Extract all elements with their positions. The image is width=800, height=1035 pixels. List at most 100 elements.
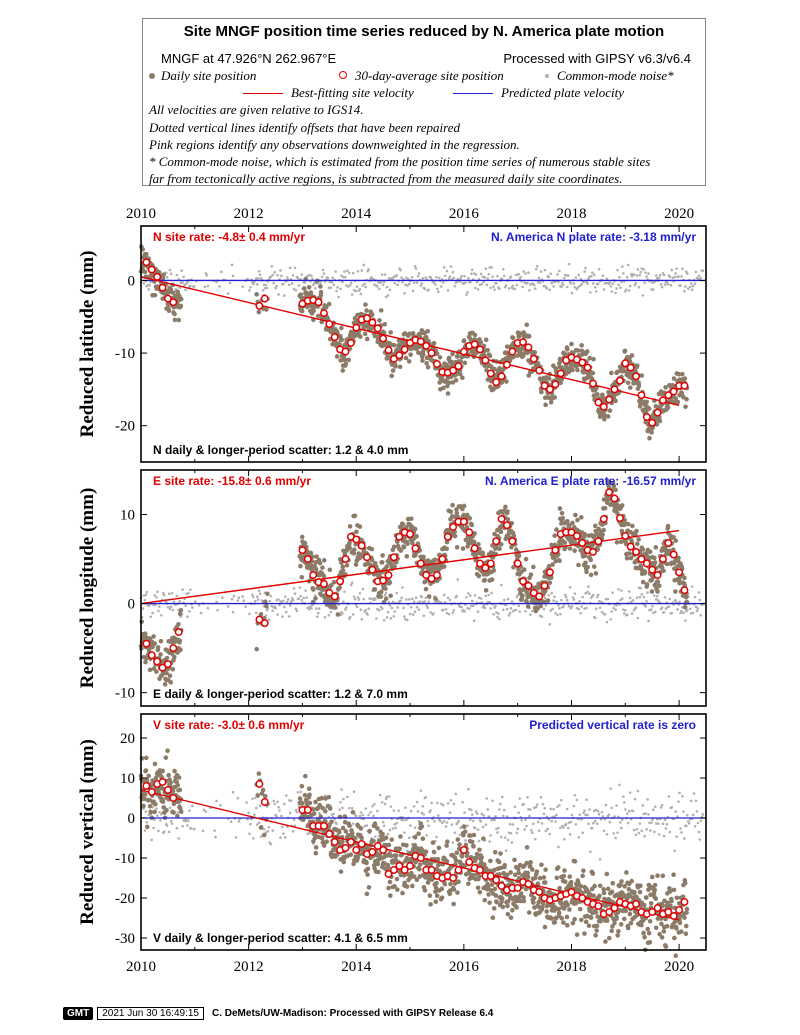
noise-point	[413, 265, 417, 268]
daily-point	[265, 591, 270, 597]
daily-point	[640, 579, 646, 585]
noise-point	[564, 822, 568, 826]
noise-point	[493, 288, 496, 291]
noise-point	[446, 802, 450, 805]
noise-point	[311, 277, 314, 281]
noise-point	[205, 273, 209, 277]
avg-point	[255, 301, 264, 310]
noise-point	[577, 607, 581, 611]
daily-point	[142, 631, 148, 637]
noise-point	[560, 285, 563, 289]
avg-point	[632, 547, 640, 556]
avg-point	[443, 532, 452, 541]
avg-point	[648, 418, 657, 427]
noise-point	[469, 818, 472, 822]
noise-point	[623, 608, 627, 612]
noise-point	[537, 829, 541, 832]
noise-point	[285, 276, 289, 279]
noise-point	[580, 282, 583, 286]
noise-point	[501, 814, 505, 818]
daily-point	[454, 850, 460, 856]
noise-point	[506, 838, 510, 842]
noise-point	[408, 612, 412, 616]
avg-point	[626, 542, 635, 551]
noise-point	[452, 608, 456, 612]
daily-point	[613, 487, 618, 493]
daily-point	[162, 682, 168, 687]
noise-point	[287, 615, 291, 618]
noise-point	[395, 274, 399, 277]
daily-point	[445, 839, 450, 844]
daily-point	[363, 302, 368, 307]
noise-point	[694, 799, 698, 803]
noise-point	[437, 814, 440, 817]
noise-point	[646, 591, 649, 594]
daily-point	[327, 806, 333, 811]
noise-point	[151, 611, 154, 615]
daily-point	[582, 553, 588, 559]
daily-point	[622, 348, 628, 354]
avg-point	[578, 539, 587, 547]
noise-point	[642, 268, 645, 271]
avg-point	[153, 272, 162, 281]
noise-point	[380, 800, 384, 804]
noise-point	[484, 823, 488, 826]
noise-point	[534, 805, 538, 809]
noise-point	[511, 823, 515, 826]
noise-point	[236, 599, 240, 602]
daily-point	[467, 515, 473, 521]
noise-point	[181, 281, 184, 284]
daily-point	[307, 800, 313, 806]
noise-point	[310, 606, 313, 610]
noise-point	[621, 818, 624, 821]
daily-point	[387, 580, 393, 585]
daily-point	[390, 368, 396, 373]
daily-point	[164, 807, 169, 813]
noise-point	[189, 284, 192, 288]
noise-point	[644, 271, 647, 275]
noise-point	[406, 284, 409, 287]
noise-marker	[545, 74, 549, 78]
daily-point	[614, 540, 620, 545]
noise-point	[617, 587, 620, 591]
daily-point	[299, 534, 305, 540]
noise-point	[424, 795, 428, 799]
noise-point	[388, 604, 392, 607]
daily-point	[340, 839, 345, 844]
daily-point	[576, 562, 581, 568]
noise-point	[365, 824, 368, 827]
noise-point	[601, 815, 605, 818]
daily-point	[170, 290, 176, 295]
avg-point	[314, 298, 323, 307]
noise-point	[405, 598, 408, 601]
noise-point	[621, 265, 624, 268]
noise-point	[377, 287, 381, 291]
avg-point	[454, 362, 463, 371]
noise-point	[547, 275, 551, 279]
noise-point	[426, 819, 429, 823]
noise-point	[284, 610, 288, 614]
noise-point	[487, 815, 491, 818]
noise-point	[593, 819, 597, 823]
noise-point	[600, 810, 604, 814]
daily-point	[584, 349, 590, 354]
site-rate-label: E site rate: -15.8± 0.6 mm/yr	[153, 474, 311, 488]
daily-point	[447, 380, 452, 385]
noise-point	[442, 593, 446, 597]
noise-point	[647, 813, 650, 816]
noise-point	[602, 288, 606, 291]
noise-point	[688, 607, 692, 611]
noise-point	[435, 275, 438, 279]
avg-point	[330, 592, 339, 601]
daily-point	[254, 646, 259, 652]
noise-point	[295, 609, 299, 613]
noise-point	[184, 288, 187, 292]
daily-point	[485, 347, 490, 353]
noise-point	[680, 275, 683, 278]
noise-point	[645, 275, 648, 278]
noise-point	[640, 829, 644, 833]
avg-point	[422, 341, 431, 350]
daily-point	[525, 604, 531, 609]
noise-point	[391, 827, 395, 830]
noise-point	[257, 269, 261, 273]
